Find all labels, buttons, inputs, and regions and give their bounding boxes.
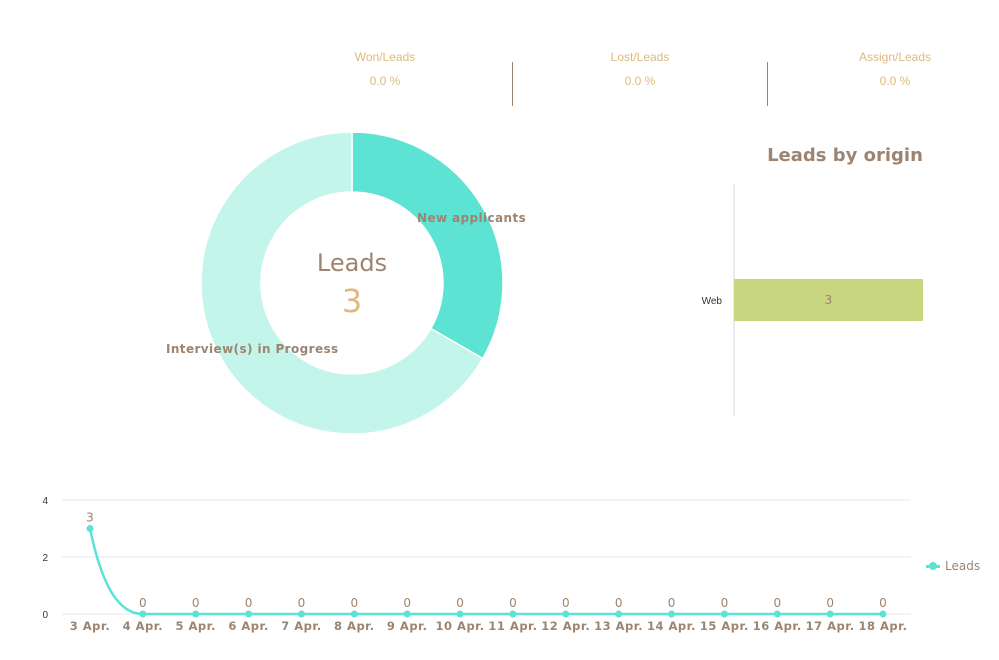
- donut-slice-0[interactable]: [351, 131, 504, 360]
- data-point-label: 0: [351, 596, 359, 610]
- legend-marker-icon: [926, 561, 940, 570]
- data-point[interactable]: [403, 610, 411, 618]
- origin-category-label: Web: [702, 296, 723, 307]
- kpi-label: Assign/Leads: [858, 50, 932, 64]
- data-point[interactable]: [879, 610, 887, 618]
- data-point-label: 0: [298, 596, 306, 610]
- x-tick-label: 12 Apr.: [541, 619, 590, 633]
- data-point-label: 3: [86, 511, 94, 525]
- x-tick-label: 16 Apr.: [753, 619, 802, 633]
- kpi-assign-leads: Assign/Leads 0.0 %: [805, 50, 985, 88]
- x-tick-label: 18 Apr.: [858, 619, 907, 633]
- x-tick-label: 10 Apr.: [436, 619, 485, 633]
- kpi-value: 0.0 %: [624, 74, 656, 88]
- data-point-label: 0: [826, 596, 834, 610]
- data-point[interactable]: [139, 610, 147, 618]
- leads-donut-chart: New applicants Interview(s) in Progress Le…: [166, 131, 526, 435]
- data-point-label: 0: [615, 596, 623, 610]
- donut-slice-label: New applicants: [417, 211, 526, 225]
- data-point[interactable]: [773, 610, 781, 618]
- data-point[interactable]: [509, 610, 517, 618]
- data-point[interactable]: [615, 610, 623, 618]
- kpi-divider: [512, 62, 513, 106]
- data-point-label: 0: [192, 596, 200, 610]
- data-point-label: 0: [139, 596, 147, 610]
- data-point[interactable]: [826, 610, 834, 618]
- x-tick-label: 14 Apr.: [647, 619, 696, 633]
- x-tick-label: 5 Apr.: [175, 619, 216, 633]
- data-point-label: 0: [509, 596, 517, 610]
- x-tick-label: 17 Apr.: [806, 619, 855, 633]
- kpi-value: 0.0 %: [369, 74, 401, 88]
- data-point-label: 0: [879, 596, 887, 610]
- x-tick-label: 3 Apr.: [70, 619, 111, 633]
- origin-chart-title: Leads by origin: [767, 145, 923, 166]
- leads-by-origin-chart: Leads by origin Web 3: [702, 145, 923, 416]
- donut-center-title: Leads: [317, 249, 387, 277]
- data-point[interactable]: [350, 610, 358, 618]
- kpi-won-leads: Won/Leads 0.0 %: [295, 50, 475, 88]
- data-point[interactable]: [86, 525, 94, 532]
- x-tick-label: 13 Apr.: [594, 619, 643, 633]
- line-legend[interactable]: Leads: [926, 559, 980, 573]
- origin-bar-web[interactable]: [734, 279, 923, 321]
- donut-slice-1[interactable]: [200, 131, 484, 435]
- data-point[interactable]: [668, 610, 676, 618]
- x-tick-label: 6 Apr.: [228, 619, 269, 633]
- x-tick-label: 9 Apr.: [387, 619, 428, 633]
- x-tick-label: 4 Apr.: [123, 619, 164, 633]
- data-point-label: 0: [562, 596, 570, 610]
- donut-center-value: 3: [342, 282, 362, 320]
- data-point-label: 0: [456, 596, 464, 610]
- data-point-label: 0: [773, 596, 781, 610]
- series-line-leads: [88, 528, 883, 616]
- x-tick-label: 11 Apr.: [488, 619, 537, 633]
- kpi-value: 0.0 %: [879, 74, 911, 88]
- x-tick-label: 15 Apr.: [700, 619, 749, 633]
- legend-label: Leads: [945, 559, 981, 573]
- data-point[interactable]: [456, 610, 464, 618]
- data-point[interactable]: [720, 610, 728, 618]
- x-tick-label: 7 Apr.: [281, 619, 322, 633]
- kpi-label: Won/Leads: [354, 50, 416, 64]
- y-tick-label: 2: [42, 553, 48, 564]
- data-point[interactable]: [562, 610, 570, 618]
- data-point[interactable]: [245, 610, 253, 618]
- donut-slice-label: Interview(s) in Progress: [166, 342, 339, 356]
- data-point[interactable]: [297, 610, 305, 618]
- data-point-label: 0: [245, 596, 253, 610]
- data-point-label: 0: [721, 596, 729, 610]
- x-tick-label: 8 Apr.: [334, 619, 375, 633]
- y-tick-label: 0: [42, 610, 48, 621]
- data-point-label: 0: [668, 596, 676, 610]
- leads-line-chart: 0 2 4 3 3 Apr. 0 4 Apr. 0 5 Apr. 0 6 Apr. 0 7 Apr. 0 8…: [42, 496, 911, 633]
- kpi-lost-leads: Lost/Leads 0.0 %: [550, 50, 730, 88]
- origin-bar-value-label: 3: [825, 293, 833, 307]
- kpi-divider: [767, 62, 768, 106]
- kpi-label: Lost/Leads: [610, 50, 670, 64]
- data-point[interactable]: [192, 610, 200, 618]
- data-point-label: 0: [403, 596, 411, 610]
- y-tick-label: 4: [42, 496, 48, 507]
